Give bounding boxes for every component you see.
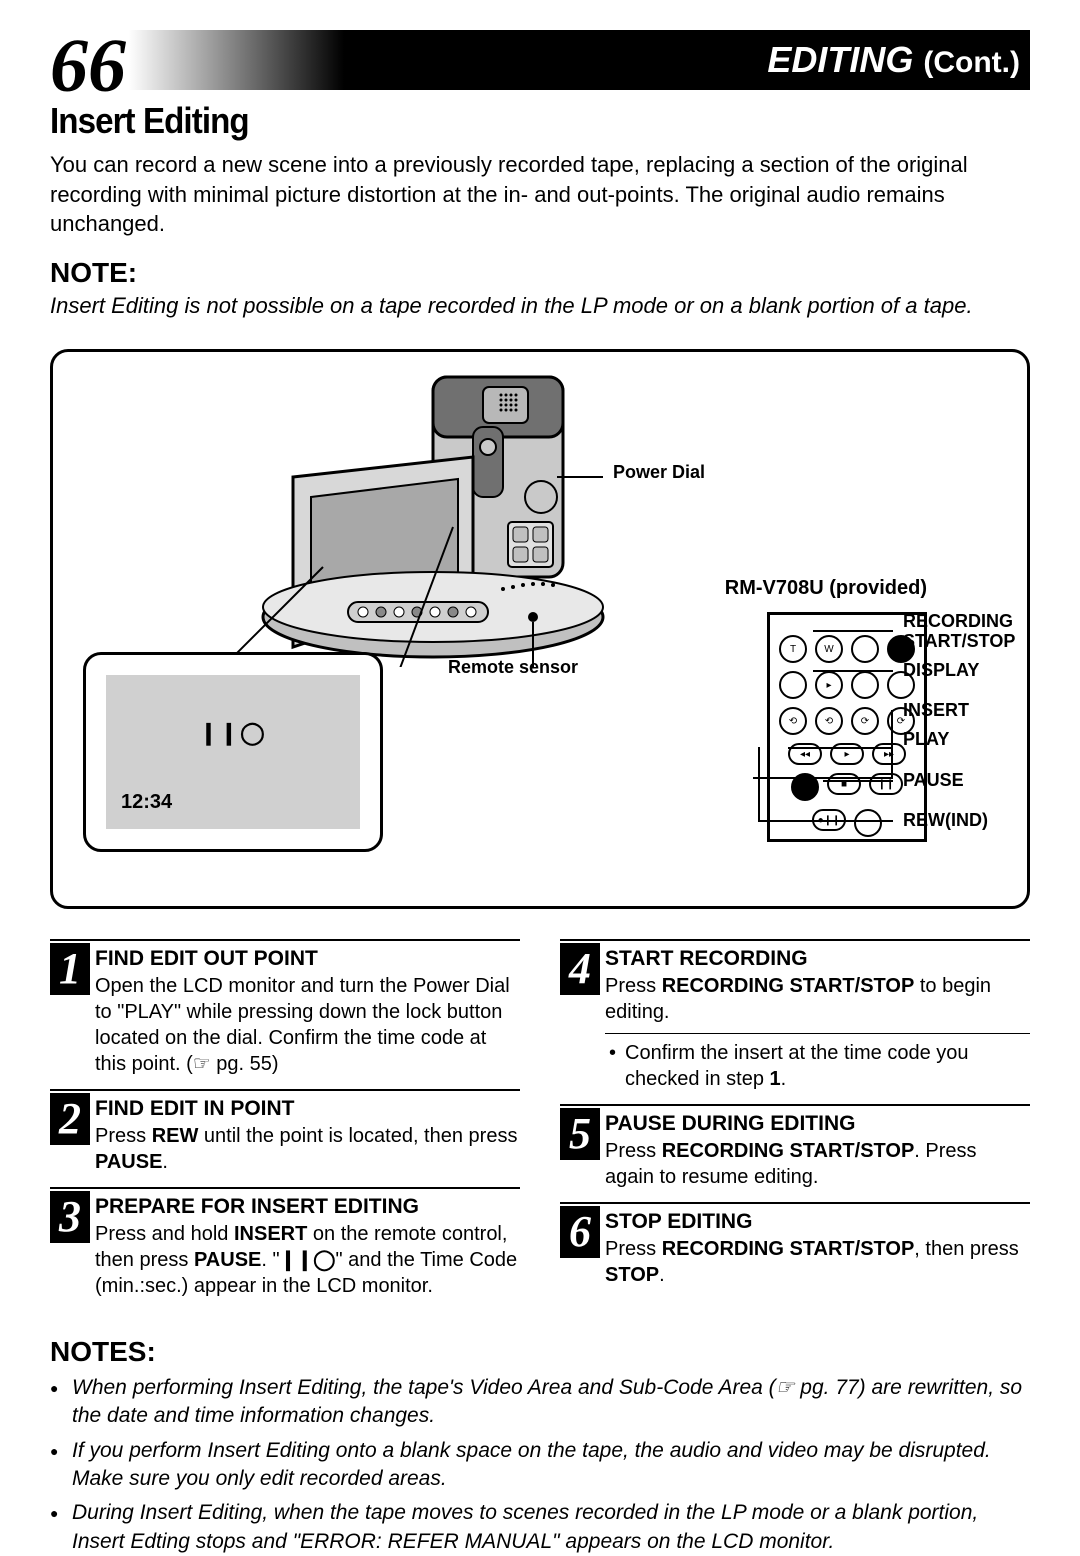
- label-insert: INSERT: [903, 700, 969, 721]
- remote-model-label: RM-V708U (provided): [725, 577, 927, 600]
- line-play: [788, 747, 893, 749]
- line-pause: [823, 780, 893, 782]
- remote-sensor-label: Remote sensor: [448, 657, 578, 678]
- section-title: Insert Editing: [50, 100, 952, 142]
- label-recording-1: RECORDING: [903, 611, 1013, 631]
- note-item: If you perform Insert Editing onto a bla…: [50, 1437, 1030, 1494]
- step: 4START RECORDINGPress RECORDING START/ST…: [560, 939, 1030, 1092]
- step-bullet: Confirm the insert at the time code you …: [605, 1033, 1030, 1092]
- step-number: 3: [50, 1191, 90, 1243]
- step-number: 6: [560, 1206, 600, 1258]
- step-number: 5: [560, 1108, 600, 1160]
- lcd-screen: ❙❙◯ 12:34: [106, 675, 360, 829]
- header-band: 66 EDITING (Cont.): [50, 30, 1030, 90]
- rc-btn-r2c2: ▸: [815, 671, 843, 699]
- step-title: STOP EDITING: [605, 1210, 1030, 1234]
- rc-btn-r2c3: [851, 671, 879, 699]
- step-title: START RECORDING: [605, 947, 1030, 971]
- header-cont: (Cont.): [923, 46, 1020, 79]
- rc-btn-r3c3: ⟳: [851, 707, 879, 735]
- step-title: PREPARE FOR INSERT EDITING: [95, 1195, 520, 1219]
- note-head: NOTE:: [50, 257, 1030, 289]
- line-rew: [758, 747, 760, 822]
- steps-col-right: 4START RECORDINGPress RECORDING START/ST…: [560, 939, 1030, 1311]
- notes-list: When performing Insert Editing, the tape…: [50, 1374, 1030, 1556]
- notes-head: NOTES:: [50, 1336, 1030, 1368]
- lcd-time: 12:34: [121, 791, 172, 814]
- step-number: 2: [50, 1093, 90, 1145]
- step-body: Press RECORDING START/STOP to begin edit…: [605, 973, 1030, 1025]
- step-number: 4: [560, 943, 600, 995]
- label-play: PLAY: [903, 729, 949, 750]
- rc-btn-r3c1: ⟲: [779, 707, 807, 735]
- label-display: DISPLAY: [903, 660, 979, 681]
- header-title-text: EDITING: [767, 39, 913, 80]
- rc-btn-w: W: [815, 635, 843, 663]
- step-body: Open the LCD monitor and turn the Power …: [95, 973, 520, 1077]
- line-play-v: [891, 739, 893, 749]
- rc-btn-r2c1: [779, 671, 807, 699]
- power-dial-label: Power Dial: [613, 462, 705, 483]
- step-title: FIND EDIT IN POINT: [95, 1097, 520, 1121]
- step-title: PAUSE DURING EDITING: [605, 1112, 1030, 1136]
- diagram-box: Power Dial Remote sensor ❙❙◯ 12:34 RM-V7…: [50, 349, 1030, 909]
- steps-col-left: 1FIND EDIT OUT POINTOpen the LCD monitor…: [50, 939, 520, 1311]
- step-body: Press REW until the point is located, th…: [95, 1123, 520, 1175]
- rc-btn-t: T: [779, 635, 807, 663]
- rc-btn-blank1: [851, 635, 879, 663]
- line-insert: [753, 777, 893, 779]
- step-body: Press RECORDING START/STOP, then press S…: [605, 1236, 1030, 1288]
- note-text: Insert Editing is not possible on a tape…: [50, 293, 1030, 319]
- header-title: EDITING (Cont.): [767, 39, 1030, 81]
- step-body: Press RECORDING START/STOP. Press again …: [605, 1138, 1030, 1190]
- step: 3PREPARE FOR INSERT EDITINGPress and hol…: [50, 1187, 520, 1299]
- note-item: When performing Insert Editing, the tape…: [50, 1374, 1030, 1431]
- lcd-insert-icon: ❙❙◯: [199, 720, 267, 746]
- rc-btn-last2: [854, 809, 882, 837]
- label-recording-2: START/STOP: [903, 631, 1015, 651]
- step-number: 1: [50, 943, 90, 995]
- intro-text: You can record a new scene into a previo…: [50, 150, 1030, 239]
- label-pause: PAUSE: [903, 770, 964, 791]
- step-title: FIND EDIT OUT POINT: [95, 947, 520, 971]
- step: 1FIND EDIT OUT POINTOpen the LCD monitor…: [50, 939, 520, 1077]
- rc-btn-r3c2: ⟲: [815, 707, 843, 735]
- step: 5PAUSE DURING EDITINGPress RECORDING STA…: [560, 1104, 1030, 1190]
- label-rew: REW(IND): [903, 810, 988, 831]
- step-body: Press and hold INSERT on the remote cont…: [95, 1221, 520, 1299]
- line-display: [813, 670, 893, 672]
- camera-illustration: [233, 367, 613, 667]
- step: 6STOP EDITINGPress RECORDING START/STOP,…: [560, 1202, 1030, 1288]
- page-number: 66: [50, 28, 126, 104]
- line-recording: [813, 630, 893, 632]
- steps-container: 1FIND EDIT OUT POINTOpen the LCD monitor…: [50, 939, 1030, 1311]
- lcd-callout: ❙❙◯ 12:34: [83, 652, 383, 852]
- line-rew-h: [758, 820, 893, 822]
- step: 2FIND EDIT IN POINTPress REW until the p…: [50, 1089, 520, 1175]
- note-item: During Insert Editing, when the tape mov…: [50, 1499, 1030, 1556]
- label-recording: RECORDING START/STOP: [903, 612, 1015, 652]
